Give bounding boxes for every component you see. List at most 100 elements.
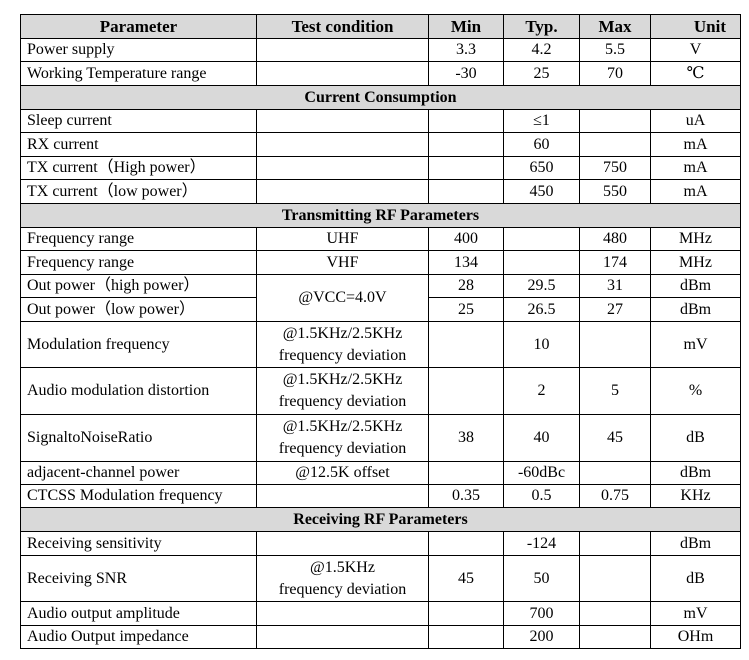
test-condition-cell: UHF	[256, 227, 429, 251]
header-text: Unit	[693, 16, 726, 36]
min-cell: 38	[428, 414, 504, 462]
max-cell: 0.75	[579, 484, 651, 508]
test-condition-cell: @1.5KHz frequency deviation	[256, 555, 429, 602]
parameter-cell: Audio modulation distortion	[20, 367, 257, 415]
test-condition-cell: VHF	[256, 250, 429, 275]
unit-text: mA	[683, 135, 708, 153]
table-row: Out power（high power） @VCC=4.0V 28 29.5 31 dB…	[20, 274, 741, 322]
unit-text: dB	[686, 429, 705, 446]
max-text: 0.75	[601, 487, 629, 504]
parameter-text: Working Temperature range	[27, 64, 207, 82]
typ-text: 0.5	[531, 487, 552, 504]
table-row: Out power（low power） 25 26.5 27 dBm	[20, 297, 741, 322]
typ-cell: 0.5	[503, 484, 580, 508]
unit-text: dBm	[679, 300, 712, 318]
empty-cell	[579, 531, 651, 556]
spec-table-wrapper: Parameter Test condition Min Typ. Max Unit Pow…	[20, 14, 741, 649]
table-row: TX current（low power） 450 550 mA	[20, 179, 741, 204]
table-row: TX current（High power） 650 750 mA	[20, 156, 741, 180]
typ-cell: 4.2	[503, 38, 580, 62]
unit-cell: OHm	[650, 625, 741, 649]
header-cell: Parameter	[20, 14, 257, 39]
empty-cell	[579, 555, 651, 602]
typ-cell: 60	[503, 132, 580, 157]
table-row: Frequency range UHF 400 480 MHz	[20, 227, 741, 251]
unit-text: mA	[683, 182, 708, 200]
min-text: -30	[455, 64, 477, 82]
table-row: Audio modulation distortion @1.5KHz/2.5KH…	[20, 367, 741, 415]
empty-cell	[579, 109, 651, 133]
min-text: 25	[458, 300, 474, 318]
min-text: 0.35	[452, 487, 480, 504]
parameter-text: Sleep current	[27, 112, 112, 129]
typ-cell: 450	[503, 179, 580, 204]
typ-text: ≤1	[533, 112, 550, 129]
typ-text: 29.5	[527, 277, 556, 294]
unit-cell: %	[650, 367, 741, 415]
parameter-text: Frequency range	[27, 253, 135, 271]
header-text: Max	[598, 16, 632, 36]
typ-cell: ≤1	[503, 109, 580, 133]
test-condition-text: VHF	[326, 253, 359, 271]
table-row: Working Temperature range -30 25 70 ℃	[20, 61, 741, 86]
typ-cell: 50	[503, 555, 580, 602]
max-cell: 45	[579, 414, 651, 462]
empty-cell	[428, 461, 504, 485]
empty-cell	[428, 156, 504, 180]
parameter-text: TX current（High power）	[27, 159, 206, 176]
parameter-cell: Receiving SNR	[20, 555, 257, 602]
header-text: Typ.	[525, 16, 558, 36]
typ-text: 40	[533, 429, 550, 446]
empty-cell	[503, 250, 580, 275]
unit-cell: dBm	[650, 531, 741, 556]
table-row: Transmitting RF Parameters	[20, 203, 741, 228]
header-text: Parameter	[99, 16, 178, 36]
empty-cell	[428, 179, 504, 204]
test-condition-text: @1.5KHz/2.5KHz frequency deviation	[278, 418, 407, 457]
parameter-text: Power supply	[27, 41, 115, 58]
header-cell: Max	[579, 14, 651, 39]
parameter-text: Modulation frequency	[27, 335, 170, 353]
parameter-cell: Sleep current	[20, 109, 257, 133]
parameter-text: Audio Output impedance	[27, 628, 189, 645]
unit-cell: dBm	[650, 274, 741, 298]
parameter-cell: Frequency range	[20, 227, 257, 251]
unit-text: V	[689, 41, 702, 58]
empty-cell	[256, 601, 429, 626]
max-cell: 550	[579, 179, 651, 204]
table-row: Power supply 3.3 4.2 5.5 V	[20, 38, 741, 62]
table-row: RX current 60 mA	[20, 132, 741, 157]
max-cell: 5	[579, 367, 651, 415]
typ-text: 60	[533, 135, 550, 153]
unit-cell: MHz	[650, 250, 741, 275]
unit-text: dB	[686, 569, 705, 587]
parameter-text: adjacent-channel power	[27, 464, 180, 481]
max-cell: 750	[579, 156, 651, 180]
table-row: Receiving sensitivity -124 dBm	[20, 531, 741, 556]
parameter-cell: Power supply	[20, 38, 257, 62]
section-title: Receiving RF Parameters	[293, 510, 468, 528]
unit-cell: KHz	[650, 484, 741, 508]
parameter-cell: Modulation frequency	[20, 321, 257, 368]
min-text: 38	[458, 429, 474, 446]
min-text: 134	[454, 253, 478, 271]
parameter-text: Out power（high power）	[27, 277, 200, 294]
unit-text: mA	[683, 159, 708, 176]
parameter-cell: RX current	[20, 132, 257, 157]
unit-text: dBm	[679, 534, 712, 552]
empty-cell	[256, 61, 429, 86]
empty-cell	[256, 531, 429, 556]
section-cell: Transmitting RF Parameters	[20, 203, 741, 228]
header-cell: Unit	[650, 14, 741, 39]
typ-cell: 29.5	[503, 274, 580, 298]
typ-text: -60dBc	[517, 464, 566, 481]
parameter-cell: Audio output amplitude	[20, 601, 257, 626]
unit-cell: dBm	[650, 297, 741, 322]
max-cell: 31	[579, 274, 651, 298]
unit-cell: mA	[650, 179, 741, 204]
table-row: SignaltoNoiseRatio @1.5KHz/2.5KHz frequen…	[20, 414, 741, 462]
empty-cell	[579, 625, 651, 649]
min-cell: 0.35	[428, 484, 504, 508]
empty-cell	[256, 109, 429, 133]
min-cell: 3.3	[428, 38, 504, 62]
